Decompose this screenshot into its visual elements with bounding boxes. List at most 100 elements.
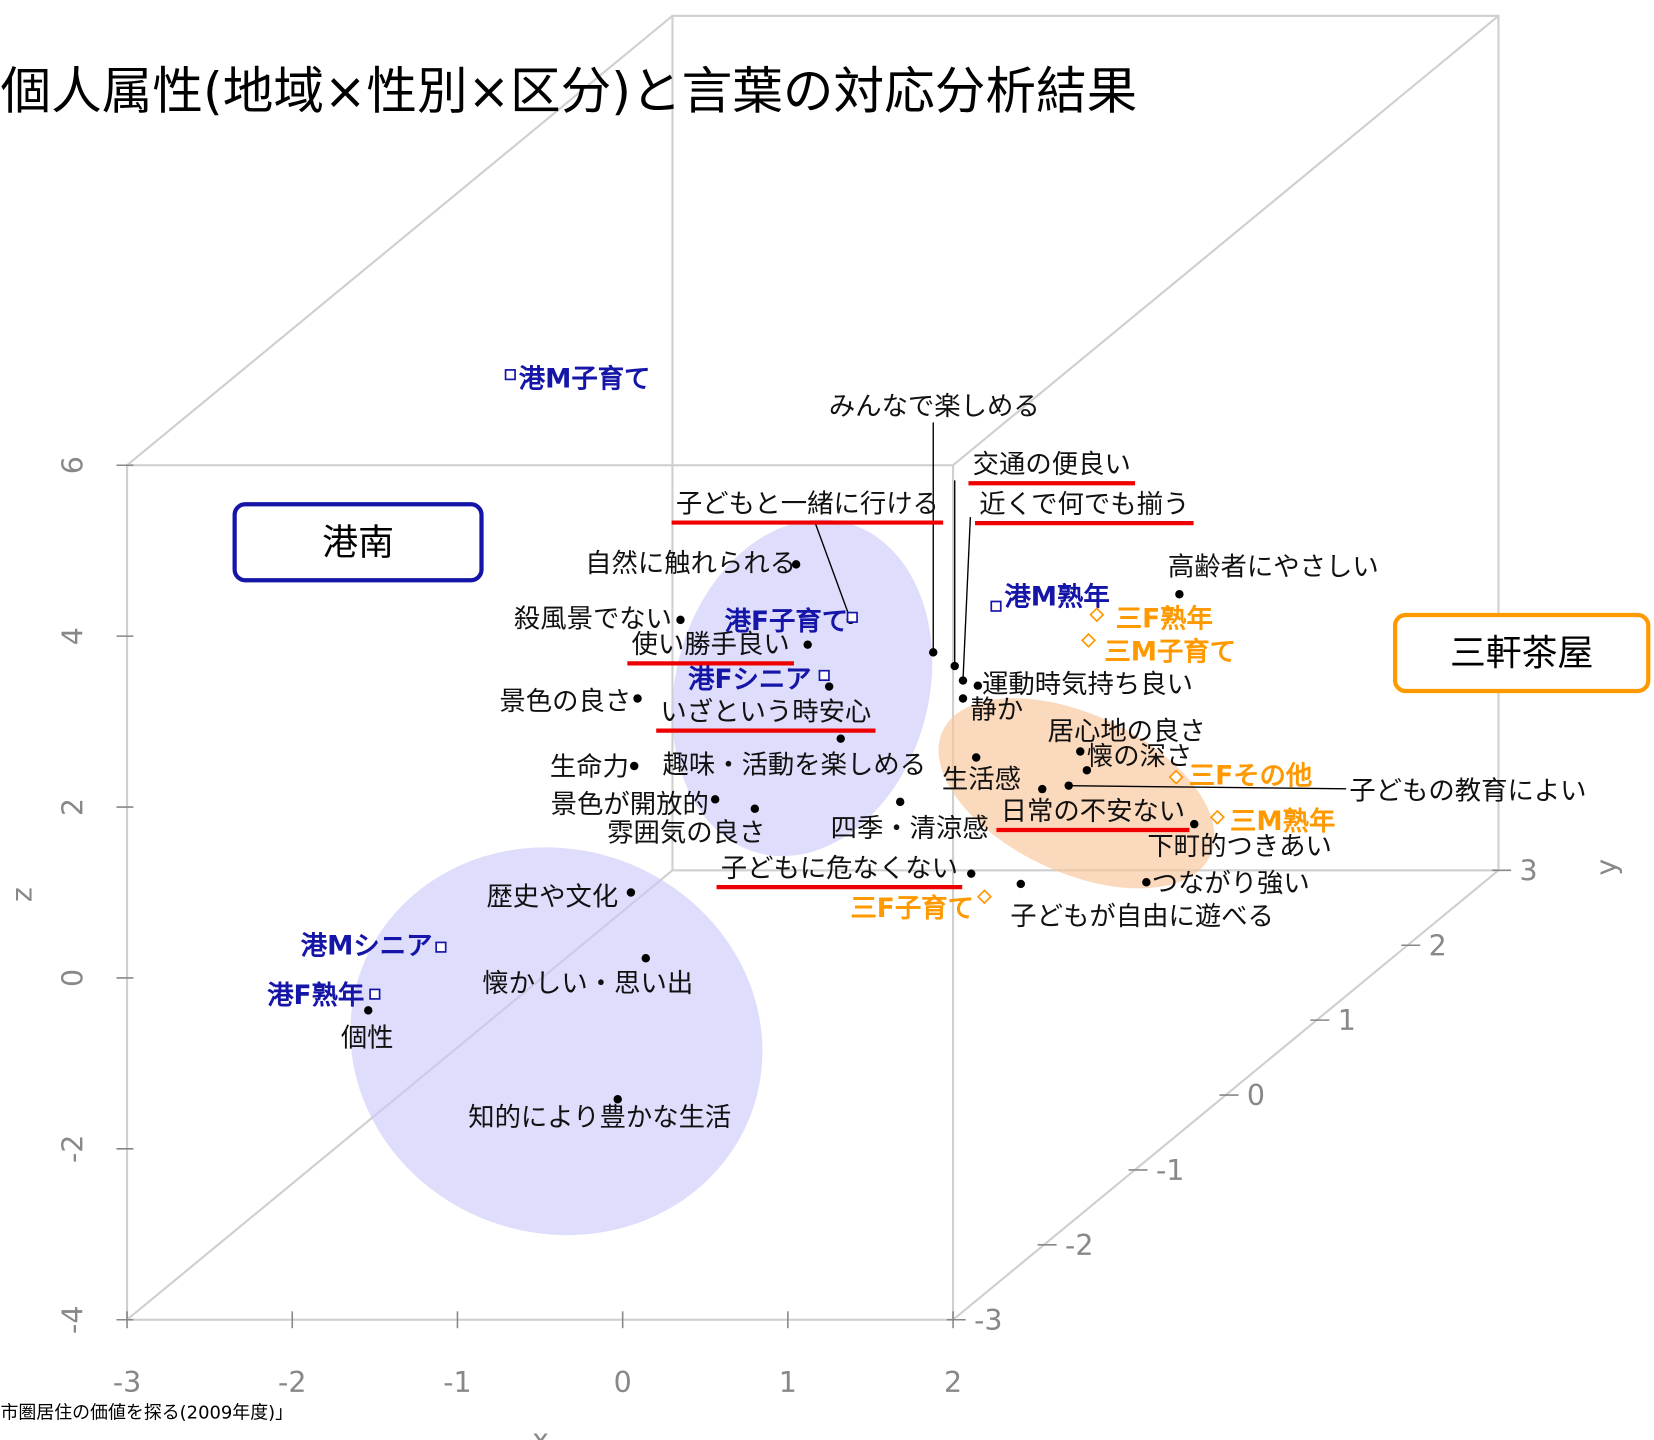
word-label: 個性 <box>341 1023 394 1053</box>
source-note: 市圏居住の価値を探る(2009年度)」 <box>0 1403 293 1424</box>
word-label: 日常の不安ない <box>1001 797 1186 827</box>
word-label: 使い勝手良い <box>632 630 790 660</box>
point-marker <box>364 1006 373 1015</box>
word-label: 四季・清涼感 <box>831 814 989 844</box>
z-tick-label: -2 <box>56 1135 89 1163</box>
word-label: 近くで何でも揃う <box>979 490 1189 520</box>
point-marker <box>846 611 858 623</box>
y-tick-label: -3 <box>974 1304 1002 1337</box>
word-label: 景色の良さ <box>499 687 631 717</box>
point-marker <box>958 694 968 703</box>
chart-title: 個人属性(地域×性別×区分)と言葉の対応分析結果 <box>0 61 1137 120</box>
leader-line <box>814 521 852 621</box>
region-box <box>1392 612 1651 694</box>
point-marker <box>633 694 642 703</box>
point-marker <box>1089 607 1105 623</box>
region-label: 港南 <box>322 522 394 563</box>
group-label: 三M子育て <box>1104 637 1236 668</box>
word-label: 知的により豊かな生活 <box>468 1103 731 1133</box>
point-marker <box>1038 784 1047 794</box>
point-marker <box>676 615 685 625</box>
y-tick-label: 2 <box>1429 929 1447 962</box>
y-tick-label: -1 <box>1156 1154 1184 1187</box>
group-label: 港Fシニア <box>688 665 811 695</box>
edge <box>952 15 1500 467</box>
y-tick-label: 3 <box>1520 854 1538 887</box>
point-marker <box>1076 747 1085 756</box>
point-marker <box>710 795 720 804</box>
x-axis-label: x <box>532 1423 549 1440</box>
point-marker <box>818 669 830 682</box>
point-marker <box>971 753 981 762</box>
word-label: 景色が開放的 <box>551 790 709 820</box>
x-tick-label: -1 <box>443 1366 471 1399</box>
leader-line <box>1068 784 1347 790</box>
point-marker <box>1082 766 1092 775</box>
point-marker <box>1209 809 1225 825</box>
point-marker <box>1016 879 1026 889</box>
z-tick-label: 2 <box>56 798 89 816</box>
cluster-ellipse <box>938 698 1215 889</box>
word-label: いざという時安心 <box>660 697 871 727</box>
word-label: 居心地の良さ <box>1048 717 1206 747</box>
word-label: 趣味・活動を楽しめる <box>663 751 927 781</box>
y-axis-label: y <box>1590 859 1623 876</box>
z-tick-label: -4 <box>56 1306 89 1334</box>
word-label: 子どもと一緒に行ける <box>676 489 939 519</box>
word-label: 運動時気持ち良い <box>982 670 1193 700</box>
x-tick-label: 0 <box>614 1366 632 1399</box>
y-tick-label: 0 <box>1247 1079 1265 1112</box>
point-marker <box>824 682 834 691</box>
point-marker <box>929 648 938 657</box>
point-marker <box>1190 819 1199 829</box>
point-marker <box>958 676 968 685</box>
group-label: 三F子育て <box>850 893 973 924</box>
word-label: 高齢者にやさしい <box>1168 552 1379 582</box>
point-marker <box>1168 769 1184 785</box>
point-marker <box>1142 878 1151 887</box>
group-label: 港F子育て <box>725 606 848 637</box>
edge <box>126 15 674 467</box>
group-label: 港F熟年 <box>267 980 364 1011</box>
y-tick-label: -2 <box>1065 1229 1093 1262</box>
point-marker <box>435 941 447 953</box>
word-label: 交通の便良い <box>973 450 1131 480</box>
point-marker <box>895 797 905 807</box>
point-marker <box>967 869 976 878</box>
word-label: 雰囲気の良さ <box>607 819 765 849</box>
point-marker <box>836 734 845 743</box>
point-marker <box>791 560 801 569</box>
word-label: つながり強い <box>1152 869 1310 899</box>
word-label: 歴史や文化 <box>486 882 618 912</box>
point-marker <box>1064 781 1073 790</box>
x-tick-label: 2 <box>944 1366 962 1399</box>
point-marker <box>803 640 812 649</box>
point-marker <box>613 1095 622 1104</box>
point-marker <box>750 804 760 813</box>
region-label: 三軒茶屋 <box>1450 633 1593 674</box>
point-marker <box>626 888 636 897</box>
point-marker <box>1081 632 1097 648</box>
point-marker <box>641 954 651 963</box>
group-label: 港Mシニア <box>301 932 433 962</box>
word-label: 懐の深さ <box>1087 742 1192 772</box>
word-label: 殺風景でない <box>514 604 672 634</box>
point-marker <box>630 761 639 771</box>
word-label: みんなで楽しめる <box>829 392 1040 422</box>
point-marker <box>973 681 983 690</box>
word-label: 子どもが自由に遊べる <box>1010 902 1274 932</box>
word-label: 生命力 <box>550 753 629 783</box>
group-label: 港M子育て <box>519 363 651 394</box>
group-label: 三M熟年 <box>1230 806 1335 837</box>
word-label: 静か <box>970 696 1023 726</box>
group-label: 三F熟年 <box>1116 604 1213 635</box>
z-axis-label: z <box>6 887 39 902</box>
z-tick-label: 6 <box>56 456 89 474</box>
word-label: 生活感 <box>942 765 1021 795</box>
z-tick-label: 0 <box>56 969 89 987</box>
x-tick-label: 1 <box>779 1366 797 1399</box>
front-face <box>125 464 955 1321</box>
region-box <box>232 502 484 583</box>
cluster-ellipse <box>350 847 763 1236</box>
